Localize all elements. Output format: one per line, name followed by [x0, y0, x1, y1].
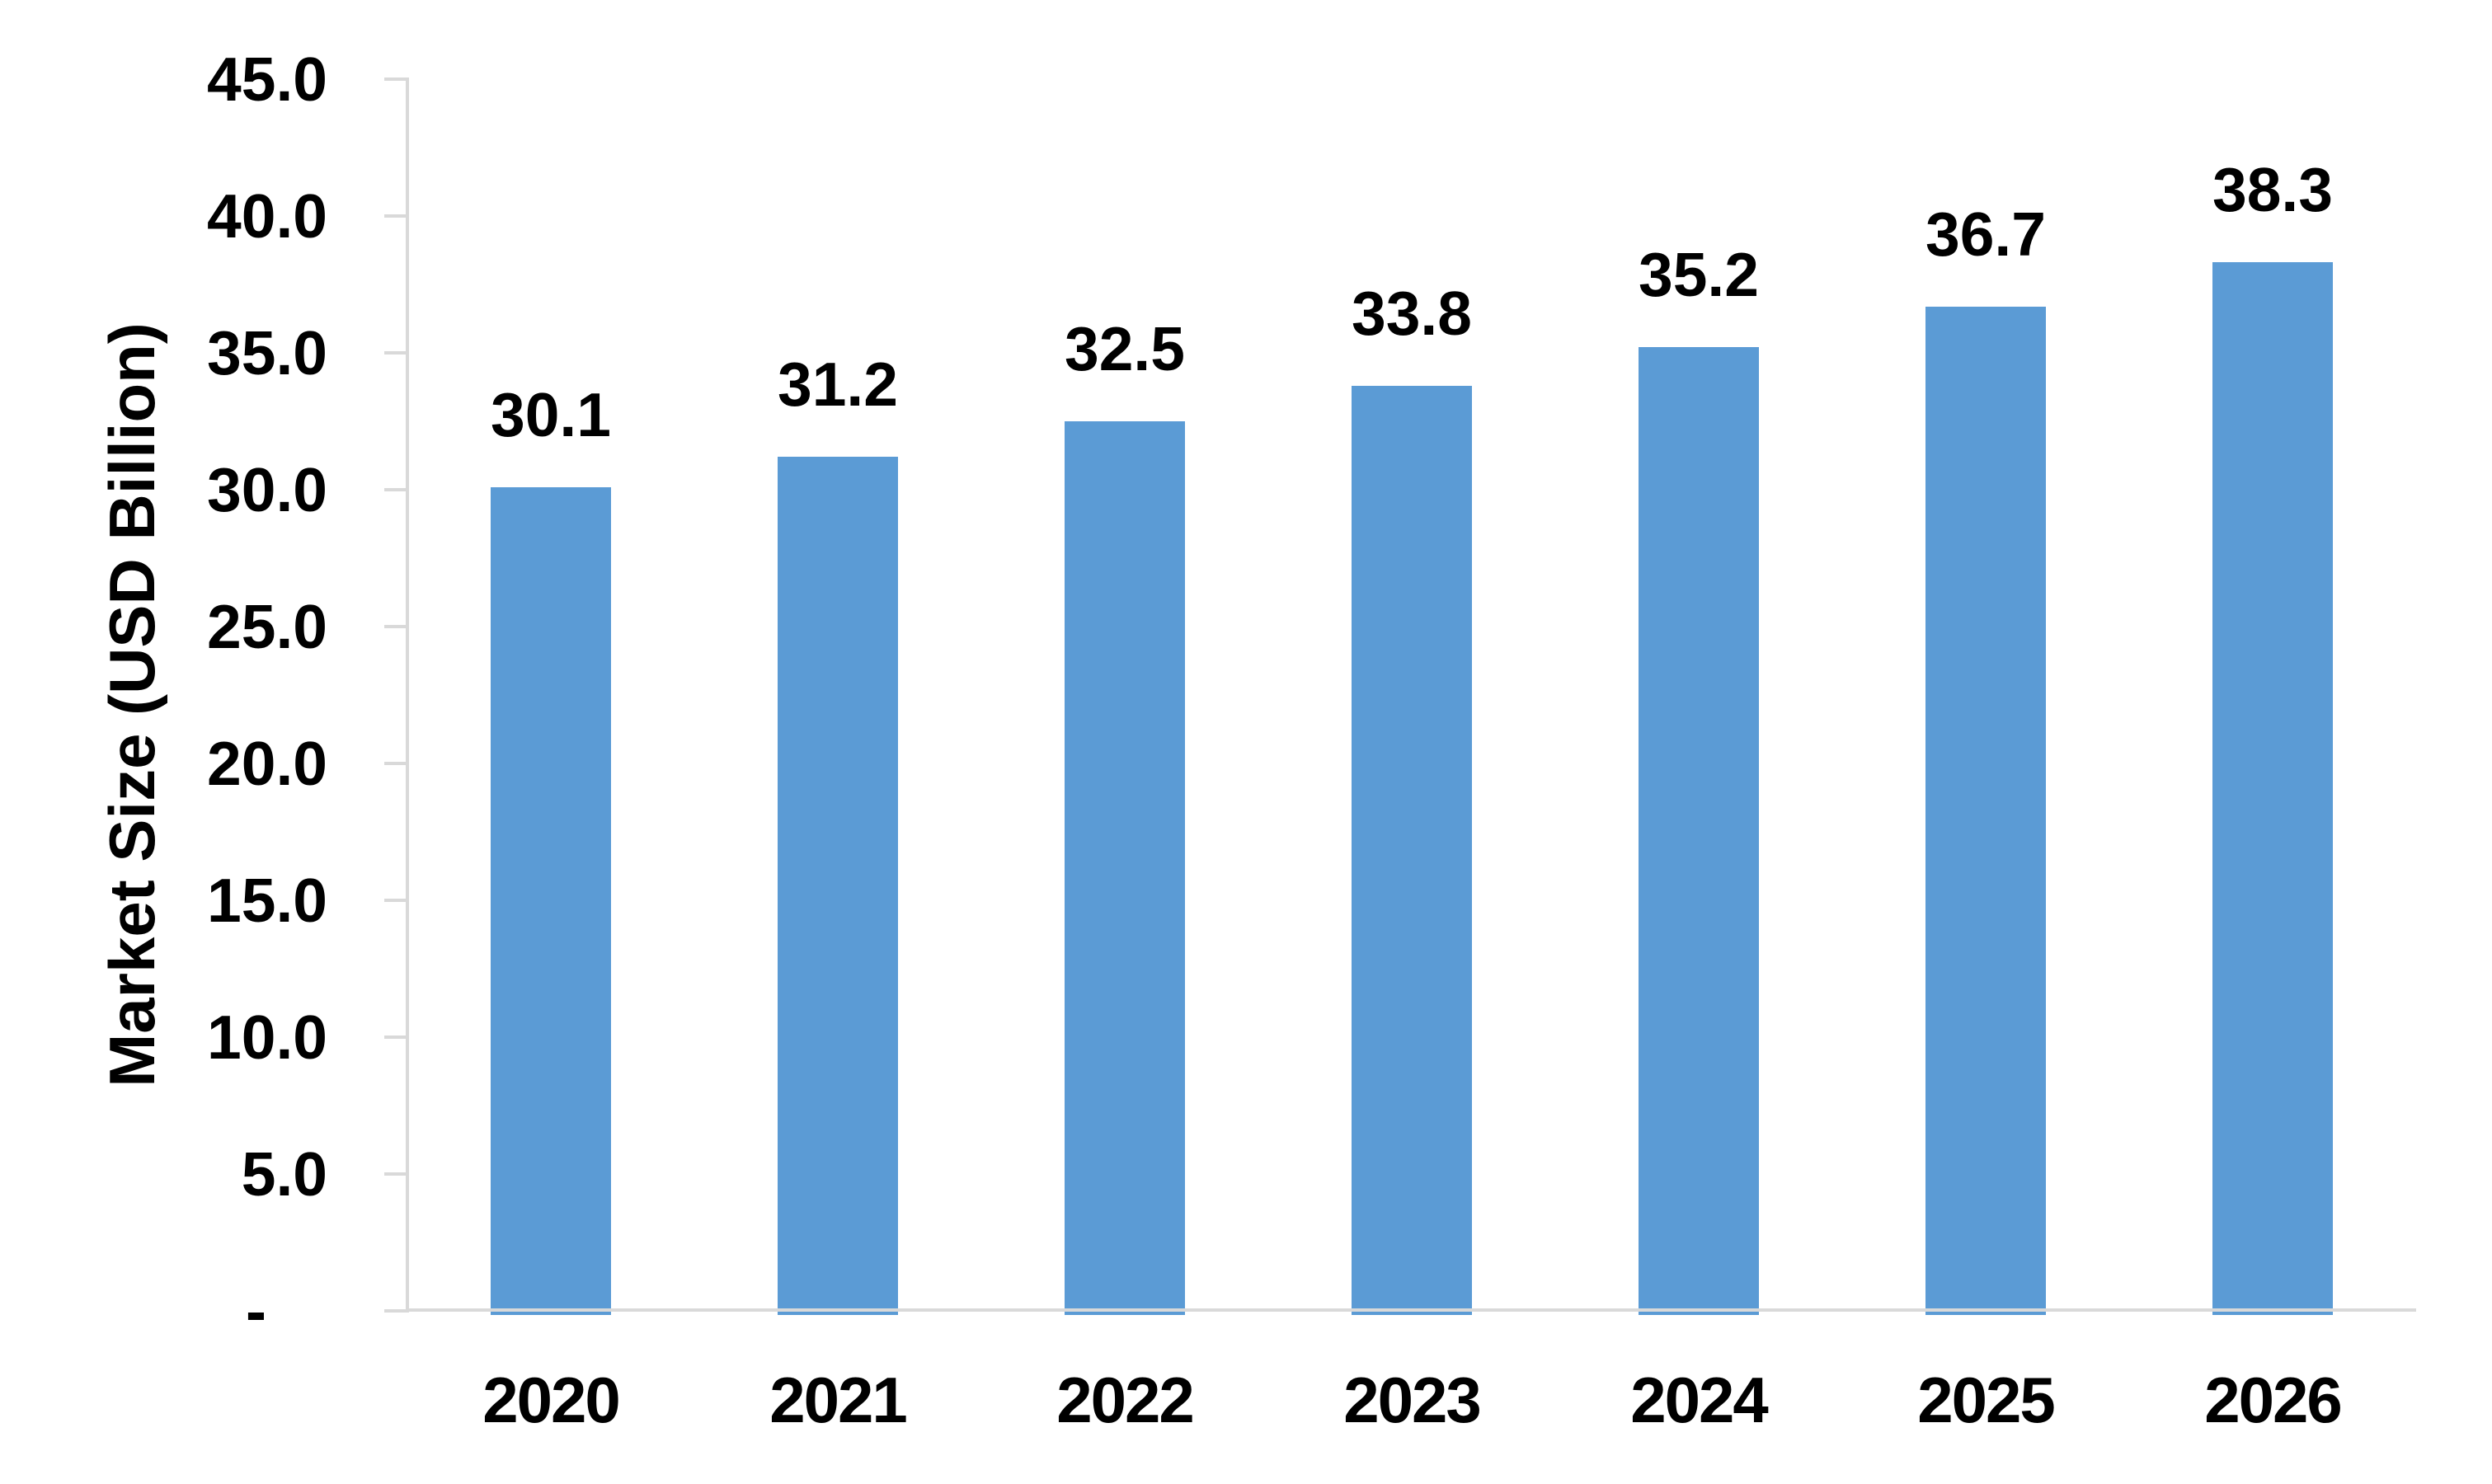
x-axis-label-2023: 2023 — [1343, 1364, 1482, 1436]
y-axis-tick — [384, 1172, 407, 1176]
y-axis-tick-label: 45.0 — [207, 45, 327, 114]
x-axis-label-2021: 2021 — [769, 1364, 908, 1436]
y-axis-tick-label: 35.0 — [207, 318, 327, 387]
y-axis-tick-label: 10.0 — [207, 1003, 327, 1072]
bar-2024 — [1639, 347, 1759, 1315]
data-label-2023: 33.8 — [1352, 279, 1472, 348]
data-label-2022: 32.5 — [1065, 314, 1185, 383]
bar-2022 — [1065, 421, 1185, 1315]
data-label-2025: 36.7 — [1925, 200, 2046, 269]
y-axis-tick — [384, 1309, 407, 1313]
y-axis-tick — [384, 625, 407, 628]
y-axis-tick-label: 40.0 — [207, 181, 327, 251]
data-label-2020: 30.1 — [491, 380, 611, 449]
x-axis-label-2026: 2026 — [2204, 1364, 2343, 1436]
y-axis-tick-label: 20.0 — [207, 729, 327, 798]
x-axis-label-2025: 2025 — [1917, 1364, 2056, 1436]
y-axis-tick — [384, 899, 407, 902]
bar-2020 — [491, 487, 611, 1315]
y-axis-tick — [384, 762, 407, 765]
bar-2025 — [1925, 307, 2046, 1315]
y-axis-tick — [384, 77, 407, 81]
y-axis-line — [406, 77, 409, 1313]
bar-2026 — [2212, 262, 2333, 1315]
y-axis-tick — [384, 1036, 407, 1039]
bar-2023 — [1352, 386, 1472, 1315]
x-axis-line — [407, 1308, 2416, 1312]
y-axis-tick — [384, 351, 407, 355]
y-axis-tick-label: 25.0 — [207, 592, 327, 661]
y-axis-tick — [384, 488, 407, 491]
y-axis-tick-label: - — [246, 1276, 266, 1345]
y-axis-tick-label: 30.0 — [207, 455, 327, 524]
bar-2021 — [778, 457, 898, 1315]
data-label-2024: 35.2 — [1639, 240, 1759, 309]
y-axis-tick — [384, 214, 407, 218]
x-axis-label-2022: 2022 — [1056, 1364, 1195, 1436]
x-axis-label-2024: 2024 — [1630, 1364, 1769, 1436]
x-axis-label-2020: 2020 — [482, 1364, 621, 1436]
data-label-2021: 31.2 — [778, 350, 898, 419]
y-axis-tick-label: 5.0 — [241, 1139, 327, 1209]
y-axis-tick-label: 15.0 — [207, 866, 327, 935]
data-label-2026: 38.3 — [2212, 155, 2333, 224]
